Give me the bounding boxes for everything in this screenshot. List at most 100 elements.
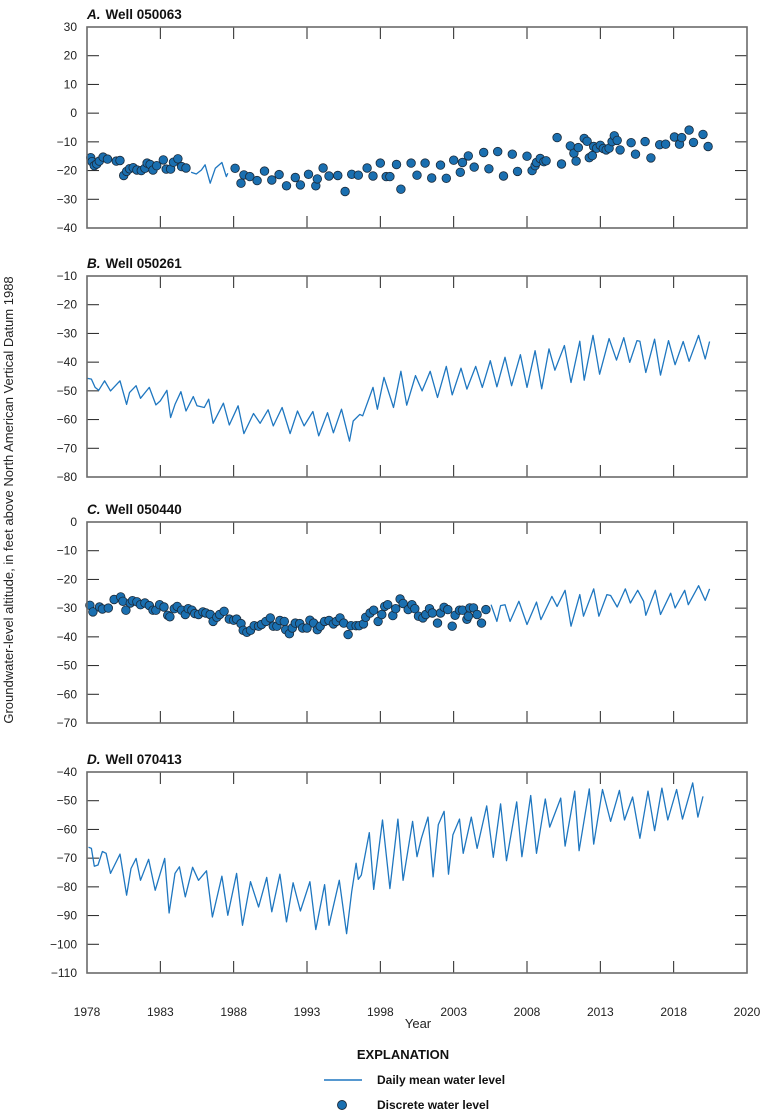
discrete-water-level-point bbox=[612, 135, 622, 146]
x-tick-label: 1988 bbox=[220, 1005, 247, 1019]
discrete-water-level-point bbox=[88, 607, 98, 617]
discrete-water-level-point bbox=[479, 147, 489, 158]
y-tick-label: −50 bbox=[57, 384, 78, 398]
panel-letter: A. bbox=[86, 7, 101, 22]
discrete-water-level-point bbox=[219, 606, 229, 617]
discrete-water-level-point bbox=[630, 149, 641, 159]
y-tick-label: −70 bbox=[57, 441, 78, 455]
discrete-water-level-point bbox=[660, 139, 671, 149]
discrete-water-level-point bbox=[340, 186, 350, 197]
y-tick-label: −10 bbox=[57, 544, 78, 558]
y-tick-label: −80 bbox=[57, 470, 78, 484]
discrete-water-level-point bbox=[391, 159, 402, 170]
panel-b: B. Well 050261 −10 −20 −30 −40 −50 −60 −70 −80 bbox=[57, 256, 748, 484]
y-tick-label: 10 bbox=[64, 77, 78, 91]
daily-mean-water-level-line bbox=[86, 334, 711, 442]
discrete-water-level-point bbox=[463, 151, 474, 161]
discrete-water-level-point bbox=[481, 604, 491, 615]
y-tick-label: −60 bbox=[57, 687, 78, 701]
panel-well-name: Well 050063 bbox=[106, 7, 183, 22]
y-tick-label: −30 bbox=[57, 192, 78, 206]
discrete-water-level-point bbox=[324, 171, 334, 181]
panel-well-name: Well 050440 bbox=[106, 502, 182, 517]
y-tick-label: −10 bbox=[57, 135, 78, 149]
legend-point-swatch bbox=[337, 1100, 347, 1110]
discrete-water-level-point bbox=[703, 141, 713, 152]
discrete-water-level-point bbox=[615, 145, 625, 155]
legend-title: EXPLANATION bbox=[357, 1047, 449, 1062]
discrete-water-level-point bbox=[432, 618, 443, 628]
y-tick-label: −90 bbox=[57, 909, 78, 923]
discrete-water-level-point bbox=[587, 150, 598, 161]
discrete-water-level-point bbox=[295, 180, 306, 190]
discrete-water-level-point bbox=[571, 156, 581, 166]
discrete-water-level-point bbox=[102, 154, 113, 164]
discrete-water-level-point bbox=[698, 129, 708, 140]
discrete-water-level-point bbox=[427, 608, 438, 618]
discrete-water-level-point bbox=[472, 609, 482, 620]
discrete-water-level-point bbox=[281, 181, 292, 191]
panel-well-name: Well 050261 bbox=[106, 256, 183, 271]
discrete-water-level-point bbox=[688, 137, 699, 148]
y-tick-label: −20 bbox=[57, 164, 78, 178]
discrete-water-level-point bbox=[267, 175, 277, 185]
discrete-water-level-point bbox=[115, 155, 125, 166]
panel-d: D. Well 070413 −40 −50 −60 −70 −80 −90 −100 −110 bbox=[50, 752, 748, 980]
x-tick-label: 1998 bbox=[367, 1005, 394, 1019]
x-tick-label: 1993 bbox=[294, 1005, 321, 1019]
y-tick-label: −70 bbox=[57, 851, 78, 865]
y-tick-label: 20 bbox=[64, 49, 78, 63]
discrete-water-level-point bbox=[427, 173, 437, 183]
discrete-water-level-point bbox=[677, 132, 687, 143]
discrete-water-level-point bbox=[512, 166, 523, 177]
discrete-water-level-point bbox=[159, 602, 169, 612]
legend-point-label: Discrete water level bbox=[377, 1098, 489, 1112]
discrete-water-level-point bbox=[484, 164, 494, 174]
discrete-water-level-point bbox=[368, 171, 378, 181]
x-tick-label: 2018 bbox=[660, 1005, 687, 1019]
discrete-water-level-point bbox=[369, 605, 379, 615]
discrete-water-level-point bbox=[457, 157, 468, 168]
discrete-water-level-point bbox=[279, 616, 290, 627]
y-tick-label: 30 bbox=[64, 20, 78, 34]
discrete-water-level-point bbox=[259, 166, 270, 176]
discrete-water-level-point bbox=[333, 170, 343, 181]
panel-title: A. Well 050063 bbox=[86, 7, 182, 22]
y-tick-label: −40 bbox=[57, 630, 78, 644]
panel-a: A. Well 050063 30 20 10 0 −10 −20 −30 −40 bbox=[57, 7, 748, 235]
legend-line-label: Daily mean water level bbox=[377, 1073, 505, 1087]
discrete-water-level-point bbox=[441, 173, 452, 184]
discrete-water-level-point bbox=[640, 136, 650, 147]
discrete-water-level-point bbox=[498, 171, 509, 181]
discrete-water-level-point bbox=[684, 125, 694, 135]
discrete-water-level-point bbox=[252, 175, 262, 186]
discrete-water-level-point bbox=[449, 155, 459, 165]
discrete-water-level-point bbox=[362, 163, 372, 173]
y-tick-label: 0 bbox=[70, 106, 77, 120]
discrete-water-level-point bbox=[353, 170, 364, 180]
panel-letter: D. bbox=[87, 752, 101, 767]
discrete-water-level-point bbox=[151, 160, 162, 171]
panel-title: B. Well 050261 bbox=[87, 256, 182, 271]
discrete-water-level-point bbox=[158, 155, 169, 165]
panel-c: C. Well 050440 0 −10 −20 −30 −40 −50 −60 −70 bbox=[57, 502, 748, 730]
daily-mean-water-level-line bbox=[490, 585, 711, 627]
discrete-water-level-point bbox=[173, 154, 183, 164]
discrete-water-level-point bbox=[121, 605, 131, 615]
panel-well-name: Well 070413 bbox=[106, 752, 183, 767]
discrete-water-level-point bbox=[391, 604, 401, 614]
panel-title: C. Well 050440 bbox=[87, 502, 182, 517]
y-tick-label: 0 bbox=[70, 515, 77, 529]
y-tick-label: −70 bbox=[57, 716, 78, 730]
discrete-water-level-point bbox=[447, 621, 457, 631]
discrete-water-level-point bbox=[469, 162, 479, 172]
y-tick-label: −10 bbox=[57, 269, 78, 283]
daily-mean-water-level-line bbox=[190, 161, 229, 184]
discrete-water-level-point bbox=[463, 611, 474, 621]
plot-frame bbox=[86, 771, 748, 974]
discrete-water-level-point bbox=[541, 156, 551, 166]
discrete-water-level-point bbox=[375, 158, 386, 168]
discrete-water-level-point bbox=[343, 629, 353, 640]
y-tick-label: −40 bbox=[57, 355, 78, 369]
